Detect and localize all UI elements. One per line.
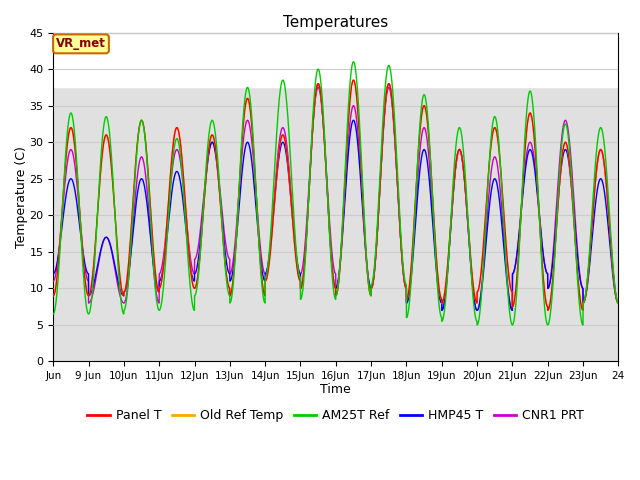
- Panel T: [614, 300, 622, 306]
- HMP45 T: [314, 81, 322, 86]
- Line: CNR1 PRT: CNR1 PRT: [53, 87, 618, 311]
- AM25T Ref: [349, 59, 357, 65]
- Old Ref Temp: [542, 300, 550, 305]
- Panel T: [49, 293, 57, 299]
- HMP45 T: [438, 308, 445, 313]
- Old Ref Temp: [544, 308, 552, 313]
- Old Ref Temp: [349, 77, 357, 83]
- Old Ref Temp: [223, 274, 230, 280]
- HMP45 T: [196, 245, 204, 251]
- CNR1 PRT: [314, 84, 322, 90]
- HMP45 T: [303, 228, 310, 234]
- HMP45 T: [69, 179, 77, 185]
- Old Ref Temp: [69, 131, 77, 136]
- X-axis label: Time: Time: [321, 383, 351, 396]
- HMP45 T: [223, 261, 230, 267]
- HMP45 T: [49, 271, 57, 276]
- AM25T Ref: [223, 280, 230, 286]
- Old Ref Temp: [614, 300, 622, 306]
- Old Ref Temp: [49, 293, 57, 299]
- CNR1 PRT: [69, 151, 77, 157]
- AM25T Ref: [303, 232, 310, 238]
- HMP45 T: [542, 268, 550, 274]
- Panel T: [303, 228, 310, 234]
- AM25T Ref: [474, 321, 481, 327]
- Panel T: [69, 131, 77, 136]
- AM25T Ref: [69, 117, 77, 123]
- Text: VR_met: VR_met: [56, 37, 106, 50]
- Title: Temperatures: Temperatures: [283, 15, 388, 30]
- Y-axis label: Temperature (C): Temperature (C): [15, 146, 28, 248]
- Bar: [53, 33, 618, 87]
- CNR1 PRT: [303, 219, 310, 225]
- Panel T: [474, 289, 481, 295]
- HMP45 T: [614, 300, 622, 306]
- AM25T Ref: [542, 317, 550, 323]
- Old Ref Temp: [196, 255, 204, 261]
- CNR1 PRT: [196, 233, 204, 239]
- CNR1 PRT: [223, 248, 230, 253]
- Line: Old Ref Temp: Old Ref Temp: [53, 80, 618, 311]
- Legend: Panel T, Old Ref Temp, AM25T Ref, HMP45 T, CNR1 PRT: Panel T, Old Ref Temp, AM25T Ref, HMP45 …: [83, 404, 589, 427]
- Old Ref Temp: [303, 228, 310, 234]
- CNR1 PRT: [438, 308, 445, 313]
- AM25T Ref: [49, 311, 57, 317]
- CNR1 PRT: [542, 268, 550, 274]
- Line: Panel T: Panel T: [53, 80, 618, 311]
- AM25T Ref: [473, 322, 481, 328]
- Panel T: [542, 300, 550, 305]
- Panel T: [544, 308, 552, 313]
- Line: HMP45 T: HMP45 T: [53, 84, 618, 311]
- Panel T: [223, 274, 230, 280]
- Old Ref Temp: [474, 289, 481, 295]
- CNR1 PRT: [49, 278, 57, 284]
- AM25T Ref: [614, 300, 622, 306]
- AM25T Ref: [196, 259, 204, 264]
- HMP45 T: [474, 307, 481, 313]
- Line: AM25T Ref: AM25T Ref: [53, 62, 618, 325]
- Panel T: [196, 255, 204, 261]
- CNR1 PRT: [614, 300, 622, 306]
- CNR1 PRT: [474, 307, 481, 312]
- Panel T: [349, 77, 357, 83]
